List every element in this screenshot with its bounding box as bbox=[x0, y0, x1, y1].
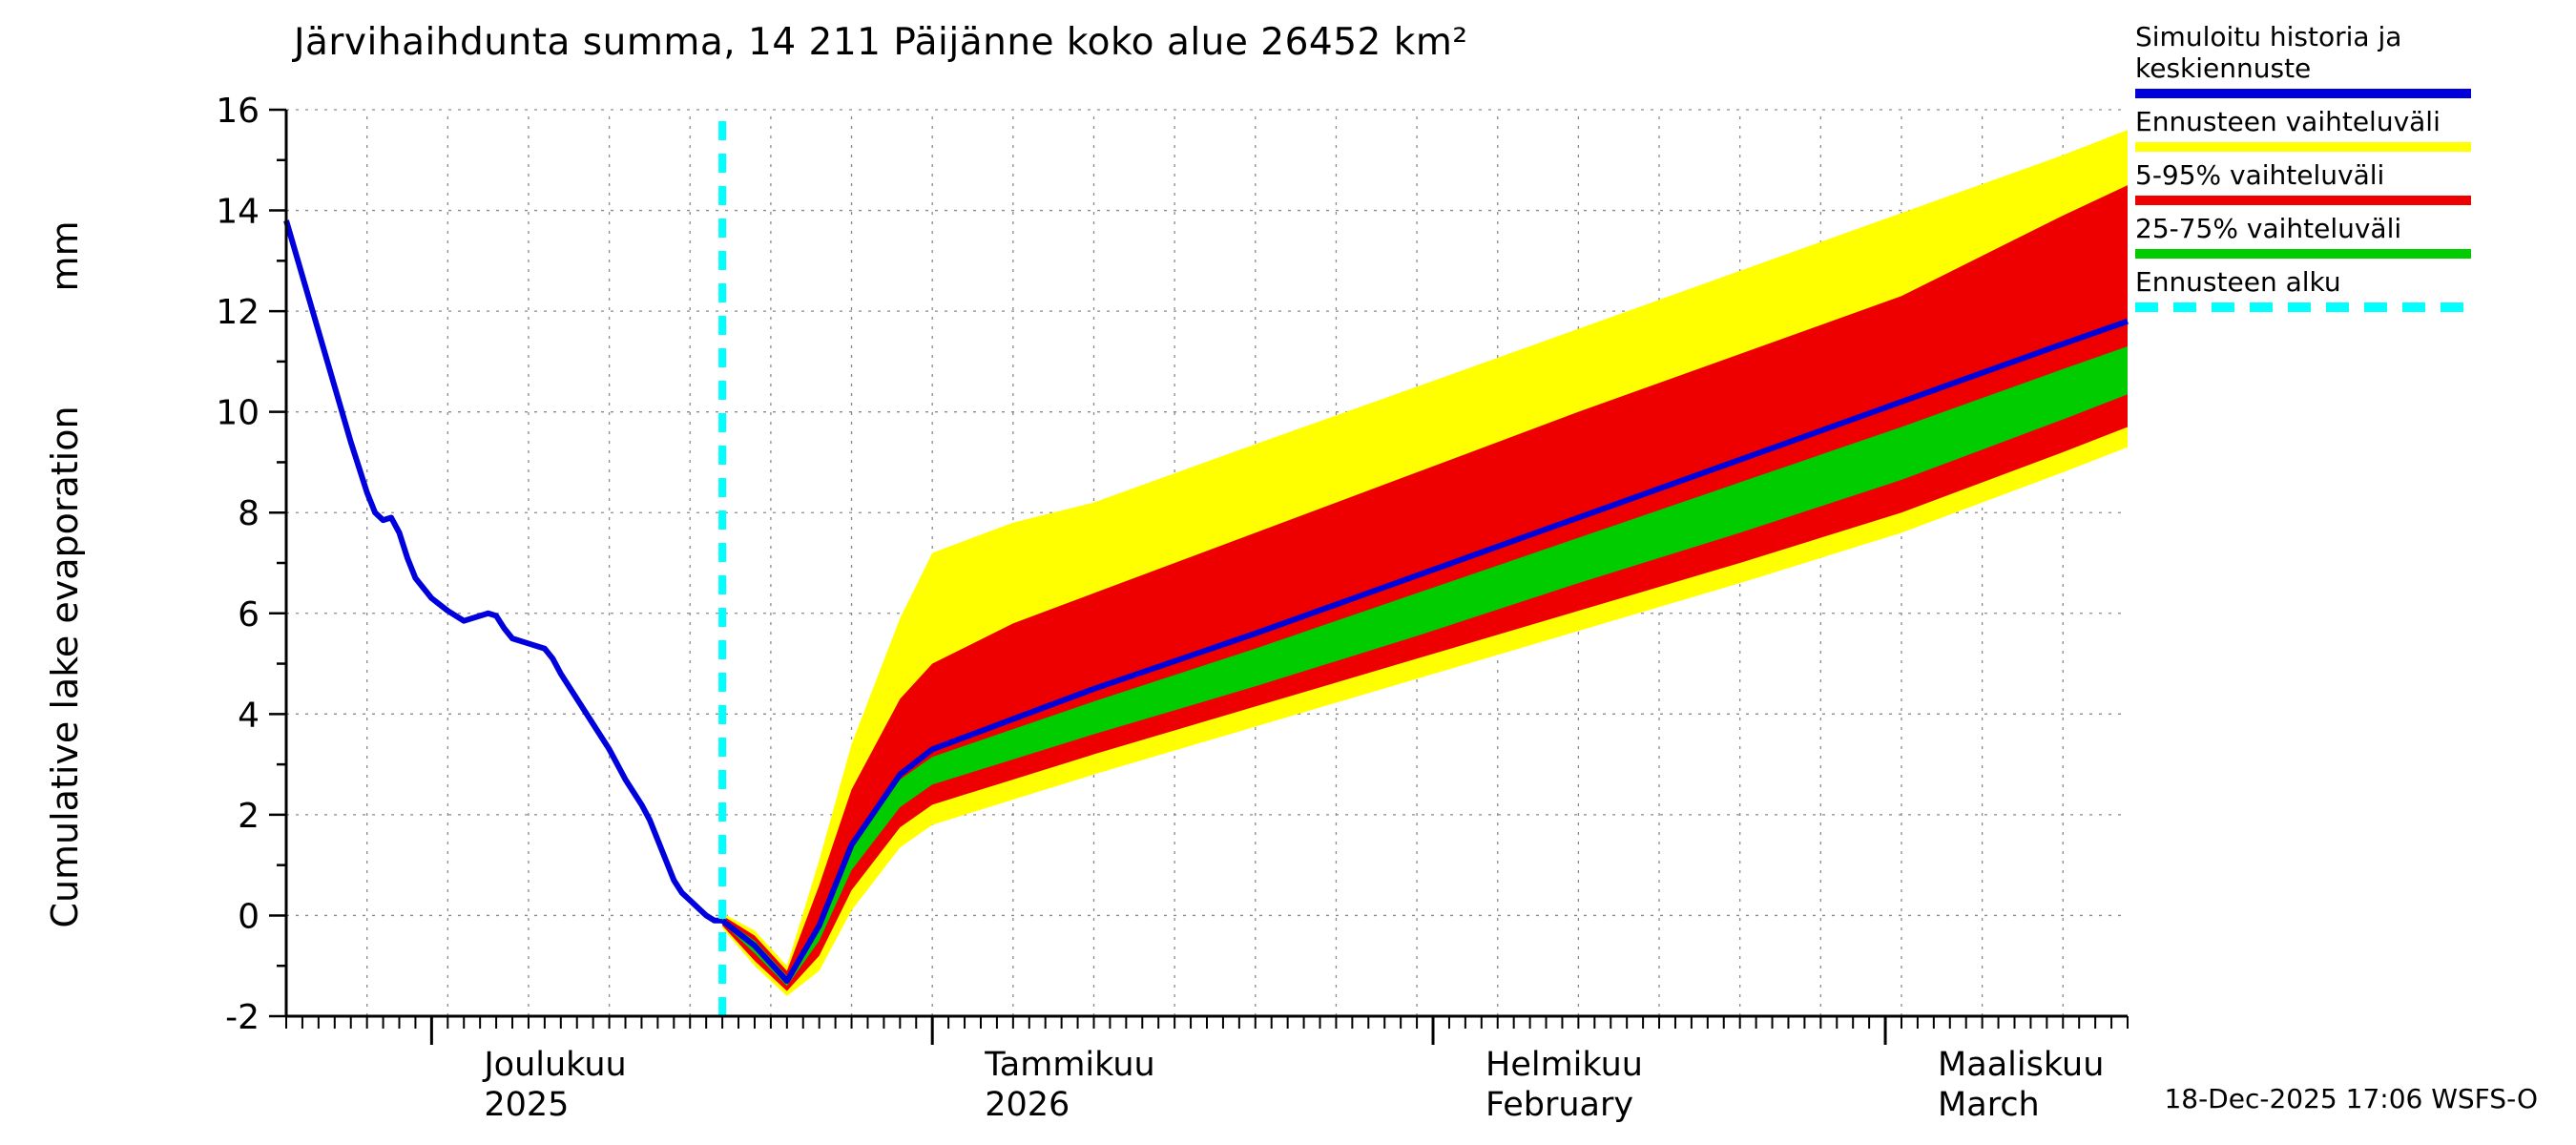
svg-text:-2: -2 bbox=[225, 998, 260, 1037]
svg-text:Tammikuu: Tammikuu bbox=[984, 1046, 1155, 1084]
svg-text:8: 8 bbox=[238, 494, 260, 533]
legend-item-forecast-start: Ennusteen alku bbox=[2135, 266, 2471, 312]
svg-text:Maaliskuu: Maaliskuu bbox=[1938, 1046, 2104, 1084]
svg-text:4: 4 bbox=[238, 696, 260, 735]
legend-item-5-95: 5-95% vaihteluväli bbox=[2135, 159, 2471, 205]
band-5-95 bbox=[722, 185, 2129, 991]
legend-item-forecast-range: Ennusteen vaihteluväli bbox=[2135, 106, 2471, 152]
svg-text:6: 6 bbox=[238, 595, 260, 635]
legend-5-95-swatch bbox=[2135, 196, 2471, 205]
svg-text:0: 0 bbox=[238, 897, 260, 936]
y-axis-ticks: -2 0 2 4 6 8 10 12 14 16 bbox=[216, 92, 286, 1037]
legend-history-line-swatch bbox=[2135, 89, 2471, 98]
legend-label-forecast-start: Ennusteen alku bbox=[2135, 266, 2341, 298]
svg-text:2: 2 bbox=[238, 797, 260, 836]
median-forecast-line bbox=[720, 318, 2129, 985]
y-axis-unit: mm bbox=[44, 220, 86, 292]
svg-text:10: 10 bbox=[216, 394, 260, 433]
svg-text:March: March bbox=[1938, 1086, 2040, 1124]
history-line bbox=[283, 219, 723, 924]
legend: Simuloitu historia ja keskiennuste Ennus… bbox=[2135, 21, 2471, 320]
legend-item-history: Simuloitu historia ja keskiennuste bbox=[2135, 21, 2471, 98]
chart-timestamp: 18-Dec-2025 17:06 WSFS-O bbox=[2164, 1083, 2538, 1114]
y-axis-label-text: Cumulative lake evaporation bbox=[44, 406, 86, 928]
legend-label-forecast-range: Ennusteen vaihteluväli bbox=[2135, 106, 2441, 137]
svg-text:14: 14 bbox=[216, 193, 260, 232]
legend-item-25-75: 25-75% vaihteluväli bbox=[2135, 213, 2471, 259]
svg-text:16: 16 bbox=[216, 92, 260, 131]
legend-label-history: Simuloitu historia ja keskiennuste bbox=[2135, 21, 2402, 84]
legend-label-25-75: 25-75% vaihteluväli bbox=[2135, 213, 2402, 244]
x-axis-ticks bbox=[285, 1016, 2129, 1045]
svg-text:12: 12 bbox=[216, 293, 260, 332]
chart-title: Järvihaihdunta summa, 14 211 Päijänne ko… bbox=[294, 21, 1468, 64]
svg-text:February: February bbox=[1485, 1086, 1633, 1124]
legend-25-75-swatch bbox=[2135, 249, 2471, 259]
svg-text:2025: 2025 bbox=[484, 1086, 569, 1124]
band-25-75 bbox=[722, 346, 2129, 987]
y-axis-label: Cumulative lake evaporation mm bbox=[44, 97, 86, 1051]
legend-label-5-95: 5-95% vaihteluväli bbox=[2135, 159, 2385, 191]
svg-text:Joulukuu: Joulukuu bbox=[482, 1046, 626, 1084]
legend-forecast-range-swatch bbox=[2135, 142, 2471, 152]
svg-text:Helmikuu: Helmikuu bbox=[1485, 1046, 1643, 1084]
legend-forecast-start-swatch bbox=[2135, 302, 2471, 312]
svg-text:2026: 2026 bbox=[985, 1086, 1070, 1124]
